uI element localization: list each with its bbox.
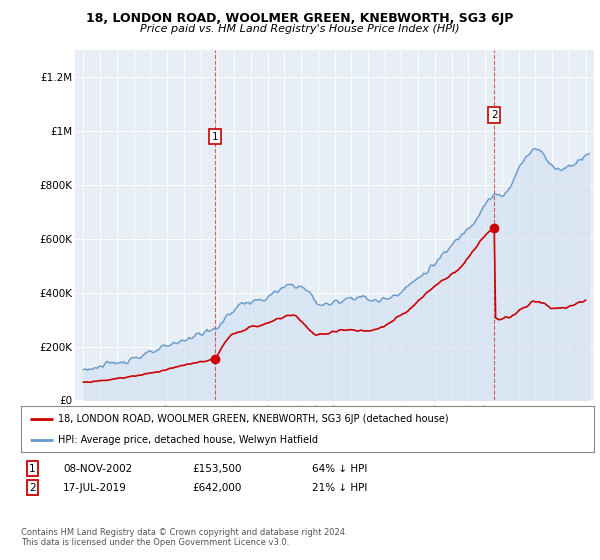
Text: 21% ↓ HPI: 21% ↓ HPI bbox=[312, 483, 367, 493]
Text: This data is licensed under the Open Government Licence v3.0.: This data is licensed under the Open Gov… bbox=[21, 538, 289, 547]
Text: Price paid vs. HM Land Registry's House Price Index (HPI): Price paid vs. HM Land Registry's House … bbox=[140, 24, 460, 34]
Text: 1: 1 bbox=[29, 464, 35, 474]
Text: Contains HM Land Registry data © Crown copyright and database right 2024.: Contains HM Land Registry data © Crown c… bbox=[21, 528, 347, 536]
Text: 18, LONDON ROAD, WOOLMER GREEN, KNEBWORTH, SG3 6JP (detached house): 18, LONDON ROAD, WOOLMER GREEN, KNEBWORT… bbox=[58, 413, 449, 423]
Text: £642,000: £642,000 bbox=[192, 483, 241, 493]
Text: 17-JUL-2019: 17-JUL-2019 bbox=[63, 483, 127, 493]
Text: HPI: Average price, detached house, Welwyn Hatfield: HPI: Average price, detached house, Welw… bbox=[58, 435, 318, 445]
Text: 64% ↓ HPI: 64% ↓ HPI bbox=[312, 464, 367, 474]
Text: 2: 2 bbox=[29, 483, 35, 493]
Text: 2: 2 bbox=[491, 110, 497, 120]
Text: £153,500: £153,500 bbox=[192, 464, 241, 474]
Text: 18, LONDON ROAD, WOOLMER GREEN, KNEBWORTH, SG3 6JP: 18, LONDON ROAD, WOOLMER GREEN, KNEBWORT… bbox=[86, 12, 514, 25]
Text: 1: 1 bbox=[212, 132, 218, 142]
Text: 08-NOV-2002: 08-NOV-2002 bbox=[63, 464, 132, 474]
